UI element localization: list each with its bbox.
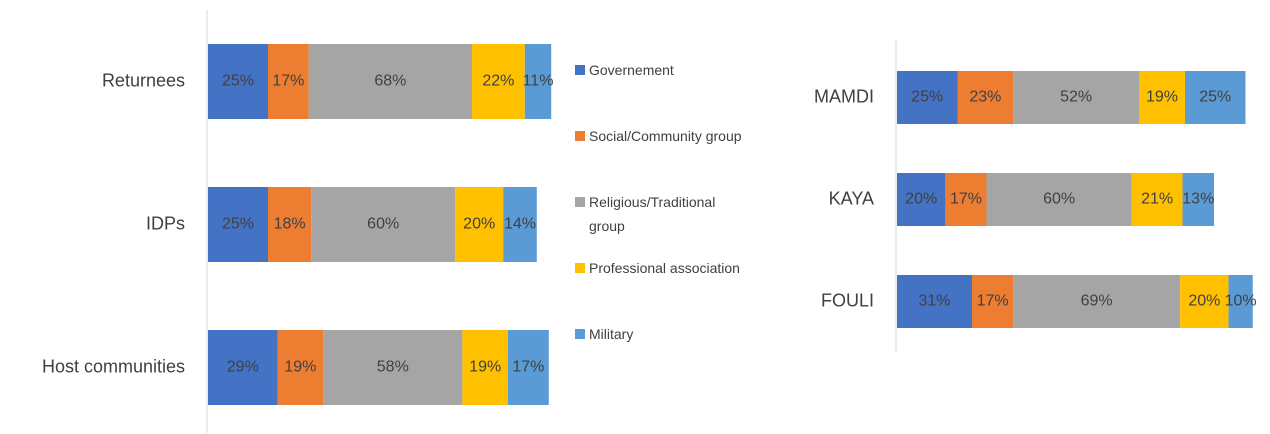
bar-segment (1013, 71, 1139, 124)
category-label: Host communities (42, 356, 185, 376)
data-label: 58% (377, 359, 409, 376)
bar-segment (1228, 275, 1253, 328)
data-label: 19% (1146, 89, 1178, 106)
legend-label: Governement (589, 62, 674, 78)
bar-segment (986, 173, 1132, 226)
legend-label: Military (589, 326, 634, 342)
bar-segment (972, 275, 1014, 328)
legend-swatch (575, 329, 585, 339)
data-label: 68% (374, 73, 406, 90)
legend-item: Social/Community group (575, 124, 755, 148)
category-label: MAMDI (814, 86, 874, 106)
data-label: 17% (512, 359, 544, 376)
bar-segment (462, 330, 508, 405)
bar-segment (208, 330, 278, 405)
bar-segment (311, 187, 456, 262)
data-label: 60% (367, 216, 399, 233)
data-label: 52% (1060, 89, 1092, 106)
data-label: 17% (950, 191, 982, 208)
data-label: 29% (227, 359, 259, 376)
bar-segment (1013, 275, 1181, 328)
bar-segment (208, 44, 268, 119)
data-label: 20% (1188, 293, 1220, 310)
legend-item: Professional association (575, 256, 755, 280)
data-label: 25% (222, 216, 254, 233)
data-label: 21% (1141, 191, 1173, 208)
data-label: 20% (905, 191, 937, 208)
bar-segment (1184, 71, 1246, 124)
category-label: KAYA (829, 188, 874, 208)
bar-segment (308, 44, 472, 119)
data-label: 31% (918, 293, 950, 310)
data-label: 13% (1182, 191, 1214, 208)
legend-label: Religious/Traditional group (589, 194, 716, 234)
data-label: 20% (463, 216, 495, 233)
data-label: 25% (1199, 89, 1231, 106)
legend-item: Governement (575, 58, 755, 82)
bar-segment (524, 44, 552, 119)
bar-segment (945, 173, 987, 226)
data-label: 11% (523, 73, 554, 90)
bar-segment (455, 187, 504, 262)
bar-segment (1180, 275, 1229, 328)
legend-swatch (575, 197, 585, 207)
category-label: Returnees (102, 70, 185, 90)
legend-label: Social/Community group (589, 128, 742, 144)
legend-swatch (575, 65, 585, 75)
legend-swatch (575, 131, 585, 141)
bar-segment (323, 330, 463, 405)
legend-item: Military (575, 322, 755, 346)
category-label: FOULI (821, 290, 874, 310)
bar-segment (472, 44, 525, 119)
legend-swatch (575, 263, 585, 273)
bar-segment (508, 330, 549, 405)
category-label: IDPs (146, 213, 185, 233)
data-label: 25% (911, 89, 943, 106)
bar-segment (277, 330, 324, 405)
bar-segment (957, 71, 1014, 124)
bar-segment (1182, 173, 1215, 226)
bar-segment (208, 187, 268, 262)
bar-segment (268, 44, 309, 119)
bar-segment (503, 187, 537, 262)
data-label: 25% (222, 73, 254, 90)
bar-segment (268, 187, 312, 262)
data-label: 69% (1081, 293, 1113, 310)
data-label: 19% (469, 359, 501, 376)
legend-label: Professional association (589, 260, 740, 276)
data-label: 17% (977, 293, 1009, 310)
data-label: 60% (1043, 191, 1075, 208)
data-label: 22% (482, 73, 514, 90)
data-label: 19% (284, 359, 316, 376)
data-label: 23% (969, 89, 1001, 106)
data-label: 14% (504, 216, 536, 233)
bar-segment (897, 71, 958, 124)
legend-item: Religious/Traditional group (575, 190, 755, 238)
data-label: 18% (274, 216, 306, 233)
bar-segment (1131, 173, 1183, 226)
bar-segment (897, 275, 973, 328)
bar-segment (1139, 71, 1185, 124)
bar-segment (897, 173, 946, 226)
data-label: 10% (1225, 293, 1257, 310)
data-label: 17% (272, 73, 304, 90)
